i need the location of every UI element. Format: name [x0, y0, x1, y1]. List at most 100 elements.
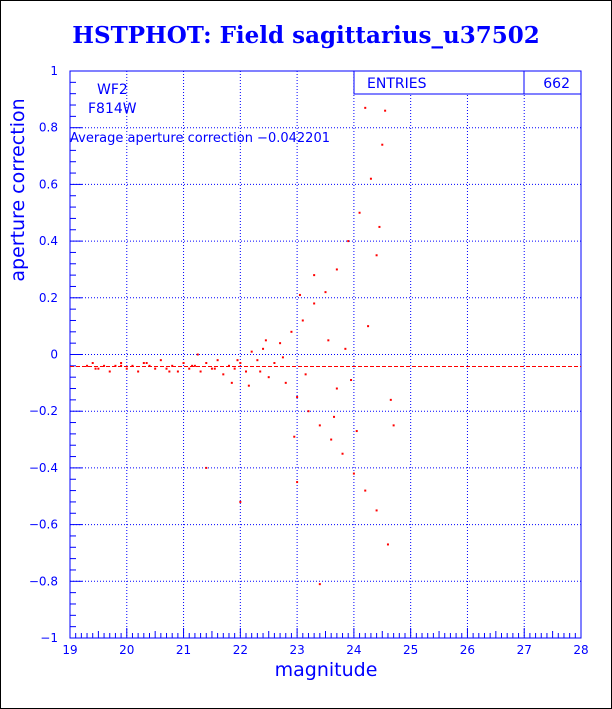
scatter-point: [335, 387, 338, 390]
scatter-point: [199, 370, 202, 373]
scatter-point: [165, 367, 168, 370]
scatter-point: [205, 466, 208, 469]
scatter-point: [213, 367, 216, 370]
scatter-point: [145, 362, 148, 365]
scatter-point: [125, 367, 128, 370]
scatter-point: [378, 225, 381, 228]
scatter-point: [389, 398, 392, 401]
scatter-point: [176, 370, 179, 373]
scatter-point: [318, 583, 321, 586]
y-tick-label: 0.6: [39, 177, 58, 191]
scatter-point: [347, 240, 350, 243]
scatter-point: [259, 370, 262, 373]
chart-title: HSTPHOT: Field sagittarius_u37502: [72, 22, 540, 49]
scatter-point: [364, 106, 367, 109]
scatter-point: [364, 489, 367, 492]
filter-label: F814W: [88, 101, 137, 117]
x-tick-label: 20: [119, 643, 134, 657]
average-correction-text: Average aperture correction −0.042201: [70, 131, 330, 146]
scatter-point: [182, 362, 185, 365]
scatter-point: [154, 367, 157, 370]
scatter-point: [222, 373, 225, 376]
scatter-point: [193, 364, 196, 367]
scatter-point: [131, 364, 134, 367]
scatter-point: [267, 376, 270, 379]
scatter-point: [386, 543, 389, 546]
scatter-point: [281, 356, 284, 359]
scatter-point: [108, 370, 111, 373]
x-tick-label: 25: [403, 643, 418, 657]
y-tick-label: 0.2: [39, 291, 58, 305]
y-tick-label: −0.8: [29, 574, 58, 588]
y-tick-label: 0.4: [39, 234, 58, 248]
stats-entries-value: 662: [543, 76, 570, 92]
x-tick-label: 23: [289, 643, 304, 657]
scatter-point: [333, 415, 336, 418]
x-tick-label: 28: [573, 643, 588, 657]
y-tick-label: −0.6: [29, 518, 58, 532]
axis-ticks: [69, 70, 582, 639]
x-tick-label: 19: [62, 643, 77, 657]
scatter-point: [313, 274, 316, 277]
scatter-point: [120, 364, 123, 367]
tick-labels: 19 20 21 22 23 24 25 26 27 28 1 0.8 0.6 0.4 0.2 0 −0.2 −0…: [29, 64, 589, 657]
scatter-point: [120, 362, 123, 365]
scatter-point: [313, 302, 316, 305]
scatter-point: [239, 500, 242, 503]
scatter-point: [296, 396, 299, 399]
scatter-points: [86, 106, 395, 586]
scatter-point: [188, 367, 191, 370]
y-tick-label: −1: [40, 631, 58, 645]
scatter-point: [375, 254, 378, 257]
scatter-point: [196, 353, 199, 356]
scatter-point: [290, 330, 293, 333]
scatter-point: [279, 342, 282, 345]
scatter-point: [227, 364, 230, 367]
scatter-point: [352, 472, 355, 475]
scatter-point: [381, 143, 384, 146]
scatter-point: [335, 268, 338, 271]
x-tick-label: 24: [346, 643, 361, 657]
x-axis-label: magnitude: [275, 659, 378, 681]
scatter-point: [168, 370, 171, 373]
scatter-point: [375, 509, 378, 512]
scatter-point: [273, 362, 276, 365]
scatter-point: [307, 410, 310, 413]
scatter-point: [324, 291, 327, 294]
scatter-point: [341, 452, 344, 455]
scatter-point: [114, 364, 117, 367]
scatter-point: [330, 438, 333, 441]
y-tick-label: 1: [50, 64, 58, 78]
scatter-point: [301, 319, 304, 322]
x-tick-label: 22: [233, 643, 248, 657]
x-tick-label: 21: [176, 643, 191, 657]
stats-entries-label: ENTRIES: [367, 76, 427, 92]
scatter-point: [137, 370, 140, 373]
x-tick-label: 27: [517, 643, 532, 657]
scatter-point: [250, 350, 253, 353]
scatter-point: [369, 177, 372, 180]
scatter-point: [392, 424, 395, 427]
scatter-point: [256, 359, 259, 362]
scatter-point: [142, 362, 145, 365]
scatter-point: [344, 347, 347, 350]
scatter-point: [293, 435, 296, 438]
scatter-point: [210, 367, 213, 370]
scatter-point: [327, 339, 330, 342]
scatter-point: [298, 293, 301, 296]
scatter-point: [367, 325, 370, 328]
scatter-point: [296, 481, 299, 484]
y-tick-label: 0: [50, 348, 58, 362]
scatter-point: [245, 370, 248, 373]
scatter-point: [247, 384, 250, 387]
scatter-point: [264, 339, 267, 342]
scatter-point: [262, 347, 265, 350]
scatter-point: [91, 362, 94, 365]
scatter-point: [97, 367, 100, 370]
y-axis-label: aperture correction: [7, 98, 29, 281]
scatter-point: [358, 211, 361, 214]
chip-label: WF2: [97, 82, 128, 98]
grid-lines: [70, 71, 581, 638]
